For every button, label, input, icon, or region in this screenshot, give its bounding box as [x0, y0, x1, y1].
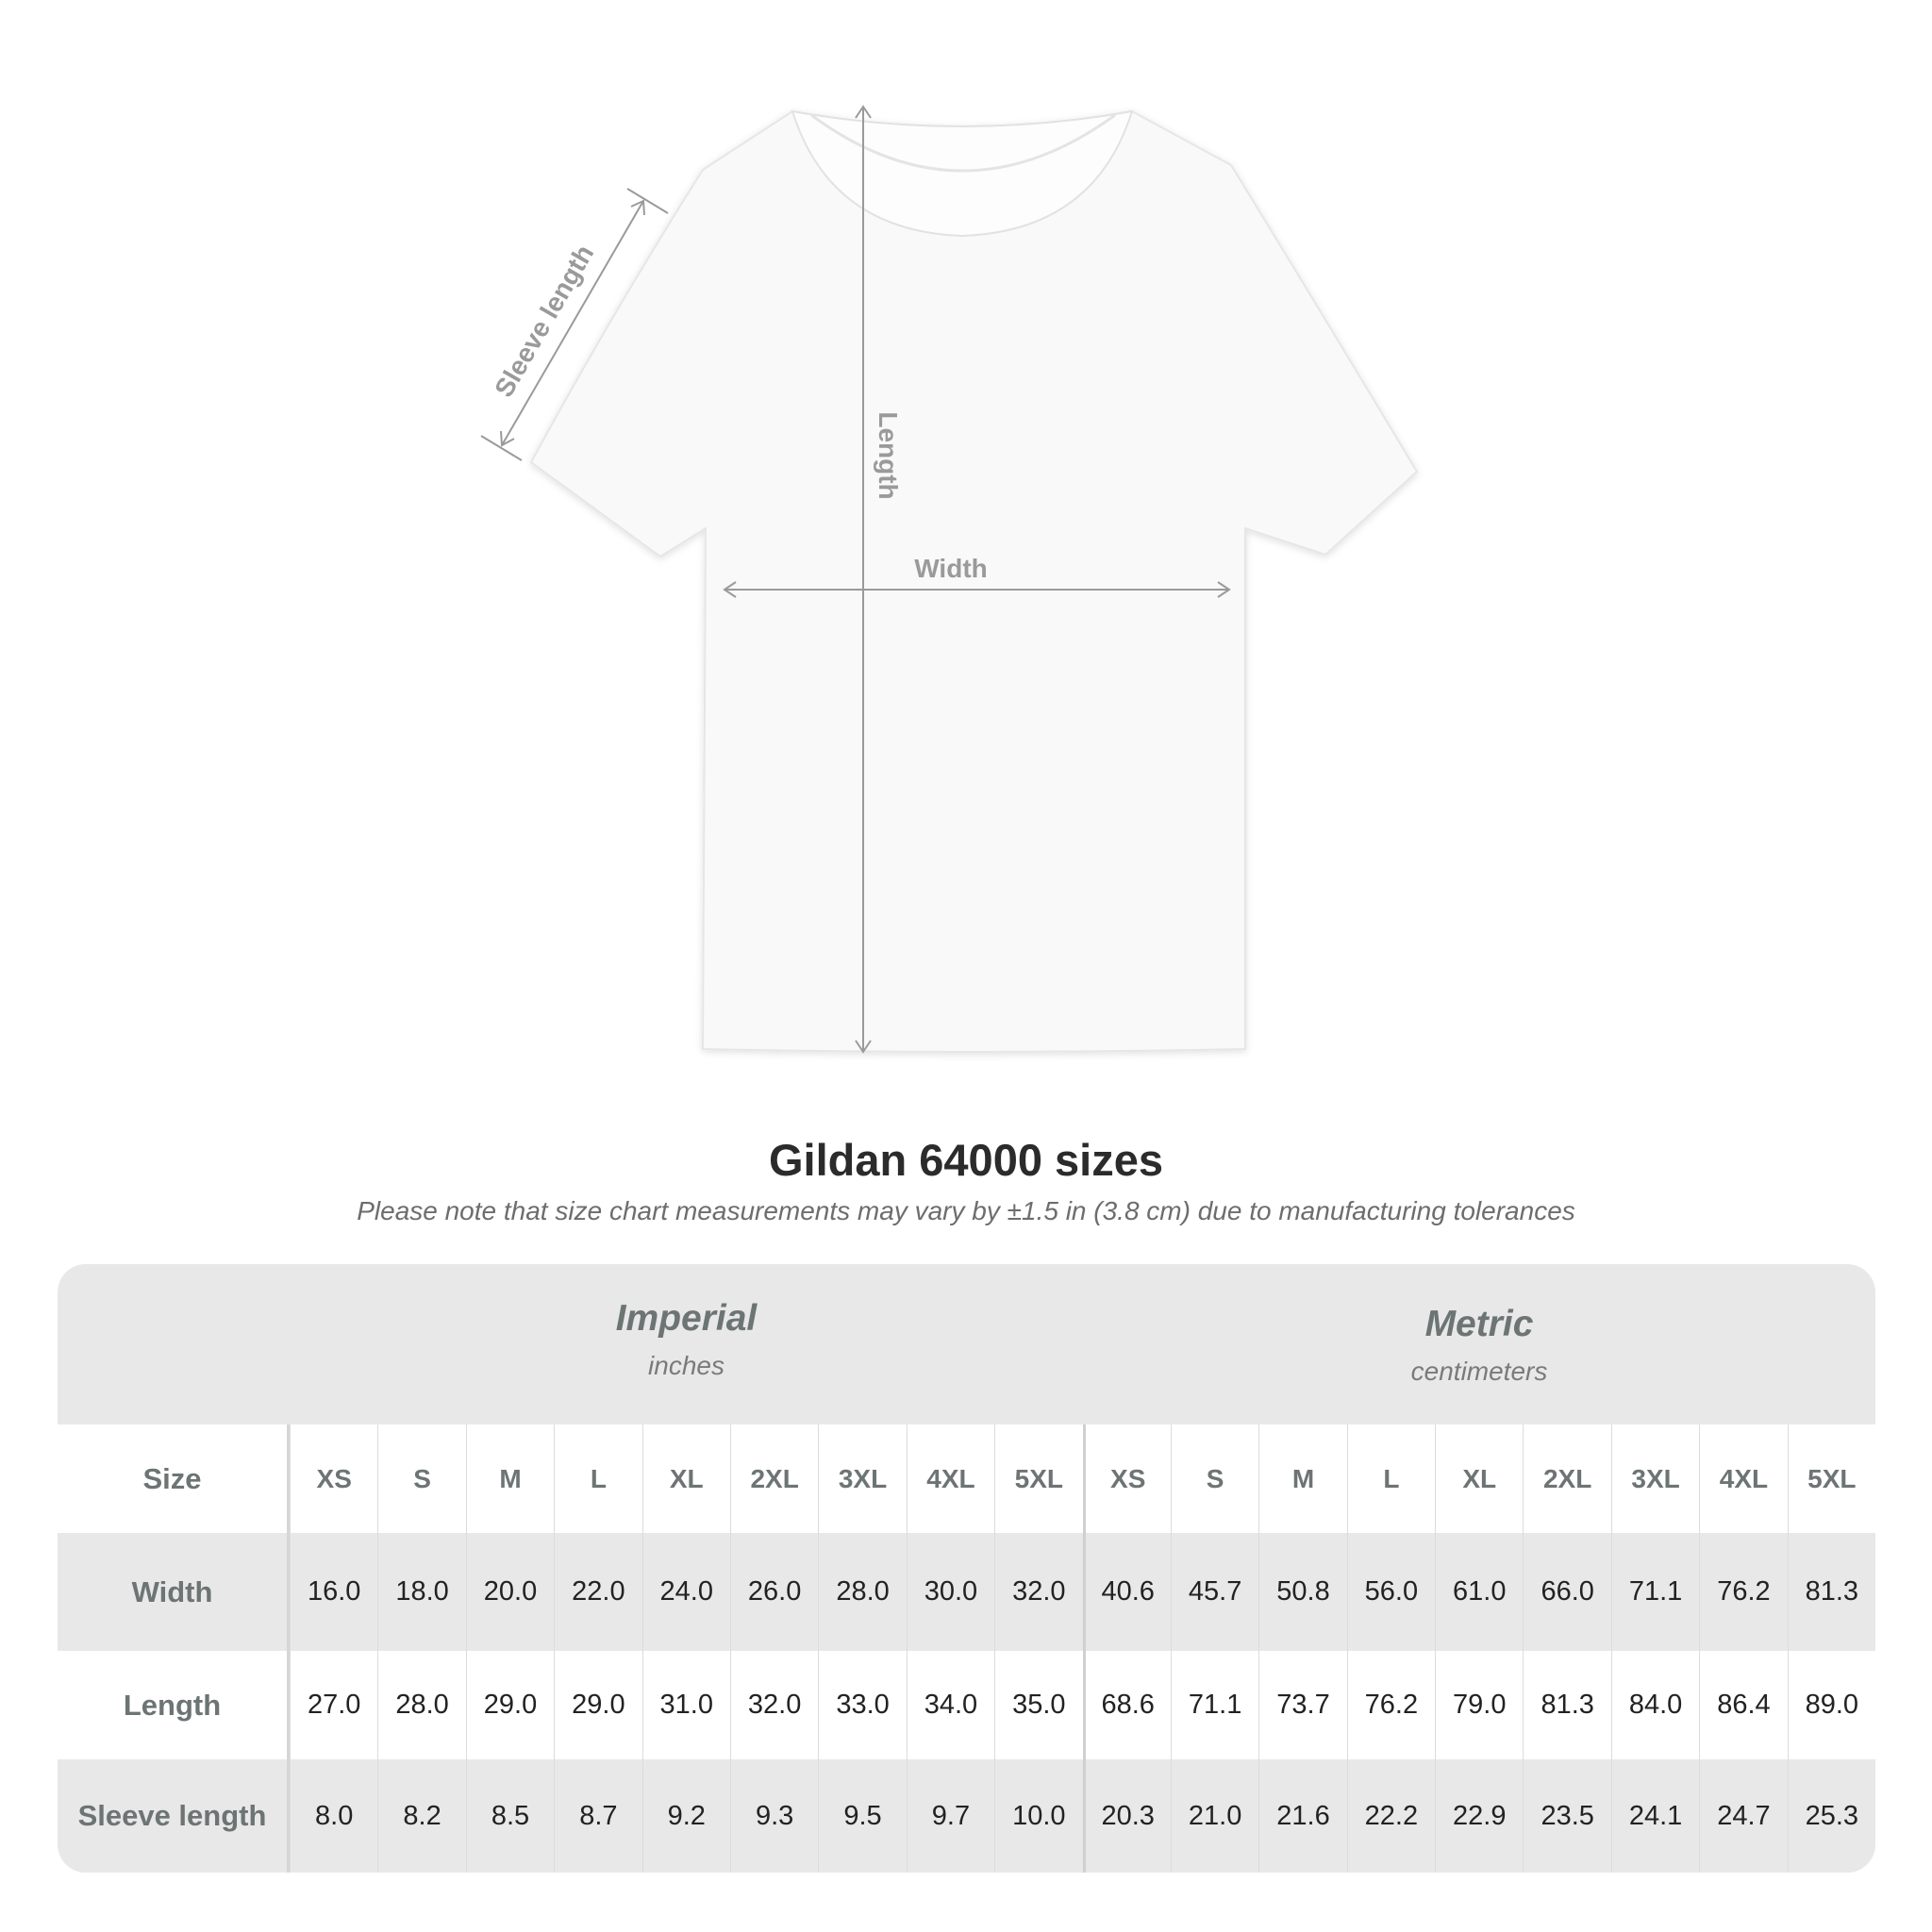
- value-cell-imperial: 9.5: [818, 1759, 906, 1873]
- size-table: Imperial inches Metric centimeters Size X…: [58, 1264, 1875, 1873]
- size-header-imperial: 5XL: [994, 1424, 1082, 1533]
- value-cell-imperial: 28.0: [818, 1533, 906, 1651]
- imperial-header: Imperial inches: [290, 1264, 1083, 1424]
- size-header-imperial: XL: [641, 1424, 730, 1533]
- row-label: Length: [58, 1651, 290, 1759]
- value-cell-imperial: 29.0: [554, 1651, 641, 1759]
- value-cell-metric: 81.3: [1523, 1651, 1610, 1759]
- value-cell-metric: 71.1: [1610, 1533, 1699, 1651]
- value-cell-metric: 50.8: [1258, 1533, 1346, 1651]
- size-header-imperial: M: [465, 1424, 554, 1533]
- size-header-metric: L: [1346, 1424, 1435, 1533]
- value-cell-imperial: 18.0: [377, 1533, 465, 1651]
- size-header-imperial: 4XL: [906, 1424, 994, 1533]
- table-row: Sleeve length 8.0 8.2 8.5 8.7 9.2 9.3 9.5 9.7 10.…: [58, 1759, 1875, 1873]
- value-cell-imperial: 8.7: [554, 1759, 641, 1873]
- value-cell-metric: 21.0: [1170, 1759, 1258, 1873]
- value-cell-imperial: 8.5: [465, 1759, 554, 1873]
- value-cell-metric: 71.1: [1170, 1651, 1258, 1759]
- metric-label: Metric: [1424, 1304, 1534, 1344]
- tshirt-diagram: Width Length Sleeve length: [480, 105, 1419, 1054]
- value-cell-imperial: 16.0: [290, 1533, 377, 1651]
- value-cell-imperial: 28.0: [377, 1651, 465, 1759]
- collar: [791, 109, 1134, 238]
- value-cell-metric: 25.3: [1787, 1759, 1875, 1873]
- value-cell-metric: 61.0: [1435, 1533, 1523, 1651]
- size-header-metric: 2XL: [1523, 1424, 1610, 1533]
- size-header-metric: 5XL: [1787, 1424, 1875, 1533]
- sleeve-arrow: [501, 200, 644, 446]
- value-cell-metric: 84.0: [1610, 1651, 1699, 1759]
- width-label: Width: [914, 554, 988, 583]
- value-cell-imperial: 9.7: [906, 1759, 994, 1873]
- size-header-metric: XL: [1435, 1424, 1523, 1533]
- chart-title: Gildan 64000 sizes: [768, 1135, 1164, 1185]
- value-cell-imperial: 26.0: [729, 1533, 818, 1651]
- value-cell-metric: 20.3: [1082, 1759, 1171, 1873]
- row-label: Size: [58, 1424, 290, 1533]
- value-cell-metric: 21.6: [1258, 1759, 1346, 1873]
- value-cell-imperial: 35.0: [994, 1651, 1082, 1759]
- table-row: Length 27.0 28.0 29.0 29.0 31.0 32.0 33.0 34.0 35…: [58, 1651, 1875, 1759]
- value-cell-imperial: 9.3: [729, 1759, 818, 1873]
- value-cell-metric: 73.7: [1258, 1651, 1346, 1759]
- value-cell-metric: 22.2: [1346, 1759, 1435, 1873]
- value-cell-imperial: 30.0: [906, 1533, 994, 1651]
- size-header-metric: XS: [1082, 1424, 1171, 1533]
- value-cell-metric: 45.7: [1170, 1533, 1258, 1651]
- size-header-imperial: L: [554, 1424, 641, 1533]
- value-cell-metric: 24.7: [1699, 1759, 1787, 1873]
- value-cell-imperial: 9.2: [641, 1759, 730, 1873]
- value-cell-imperial: 34.0: [906, 1651, 994, 1759]
- metric-unit: centimeters: [1410, 1357, 1548, 1386]
- value-cell-imperial: 32.0: [994, 1533, 1082, 1651]
- value-cell-imperial: 33.0: [818, 1651, 906, 1759]
- value-cell-imperial: 27.0: [290, 1651, 377, 1759]
- value-cell-metric: 76.2: [1346, 1651, 1435, 1759]
- size-header-metric: 4XL: [1699, 1424, 1787, 1533]
- measure-arrows: [480, 105, 1231, 1054]
- value-cell-metric: 68.6: [1082, 1651, 1171, 1759]
- value-cell-imperial: 32.0: [729, 1651, 818, 1759]
- value-cell-metric: 66.0: [1523, 1533, 1610, 1651]
- tolerance-note: Please note that size chart measurements…: [357, 1196, 1575, 1225]
- value-cell-metric: 76.2: [1699, 1533, 1787, 1651]
- metric-header: Metric centimeters: [1083, 1264, 1875, 1424]
- value-cell-imperial: 24.0: [641, 1533, 730, 1651]
- imperial-label: Imperial: [615, 1298, 758, 1339]
- imperial-unit: inches: [648, 1351, 724, 1380]
- length-label: Length: [874, 411, 903, 499]
- size-header-imperial: 2XL: [729, 1424, 818, 1533]
- value-cell-imperial: 10.0: [994, 1759, 1082, 1873]
- size-header-imperial: S: [377, 1424, 465, 1533]
- value-cell-metric: 23.5: [1523, 1759, 1610, 1873]
- value-cell-metric: 86.4: [1699, 1651, 1787, 1759]
- value-cell-metric: 79.0: [1435, 1651, 1523, 1759]
- row-label: Sleeve length: [58, 1759, 290, 1873]
- size-header-imperial: 3XL: [818, 1424, 906, 1533]
- value-cell-imperial: 20.0: [465, 1533, 554, 1651]
- size-header-imperial: XS: [290, 1424, 377, 1533]
- value-cell-imperial: 31.0: [641, 1651, 730, 1759]
- size-header-metric: 3XL: [1610, 1424, 1699, 1533]
- size-header-row: Size XS S M L XL 2XL 3XL 4XL 5XL XS S M L XL 2XL 3XL 4XL 5…: [58, 1424, 1875, 1533]
- value-cell-imperial: 8.0: [290, 1759, 377, 1873]
- value-cell-imperial: 29.0: [465, 1651, 554, 1759]
- size-header-metric: M: [1258, 1424, 1346, 1533]
- value-cell-imperial: 8.2: [377, 1759, 465, 1873]
- size-header-metric: S: [1170, 1424, 1258, 1533]
- value-cell-metric: 89.0: [1787, 1651, 1875, 1759]
- value-cell-metric: 24.1: [1610, 1759, 1699, 1873]
- value-cell-imperial: 22.0: [554, 1533, 641, 1651]
- value-cell-metric: 81.3: [1787, 1533, 1875, 1651]
- value-cell-metric: 40.6: [1082, 1533, 1171, 1651]
- row-label: Width: [58, 1533, 290, 1651]
- value-cell-metric: 22.9: [1435, 1759, 1523, 1873]
- value-cell-metric: 56.0: [1346, 1533, 1435, 1651]
- table-row: Width 16.0 18.0 20.0 22.0 24.0 26.0 28.0 30.0 32.…: [58, 1533, 1875, 1651]
